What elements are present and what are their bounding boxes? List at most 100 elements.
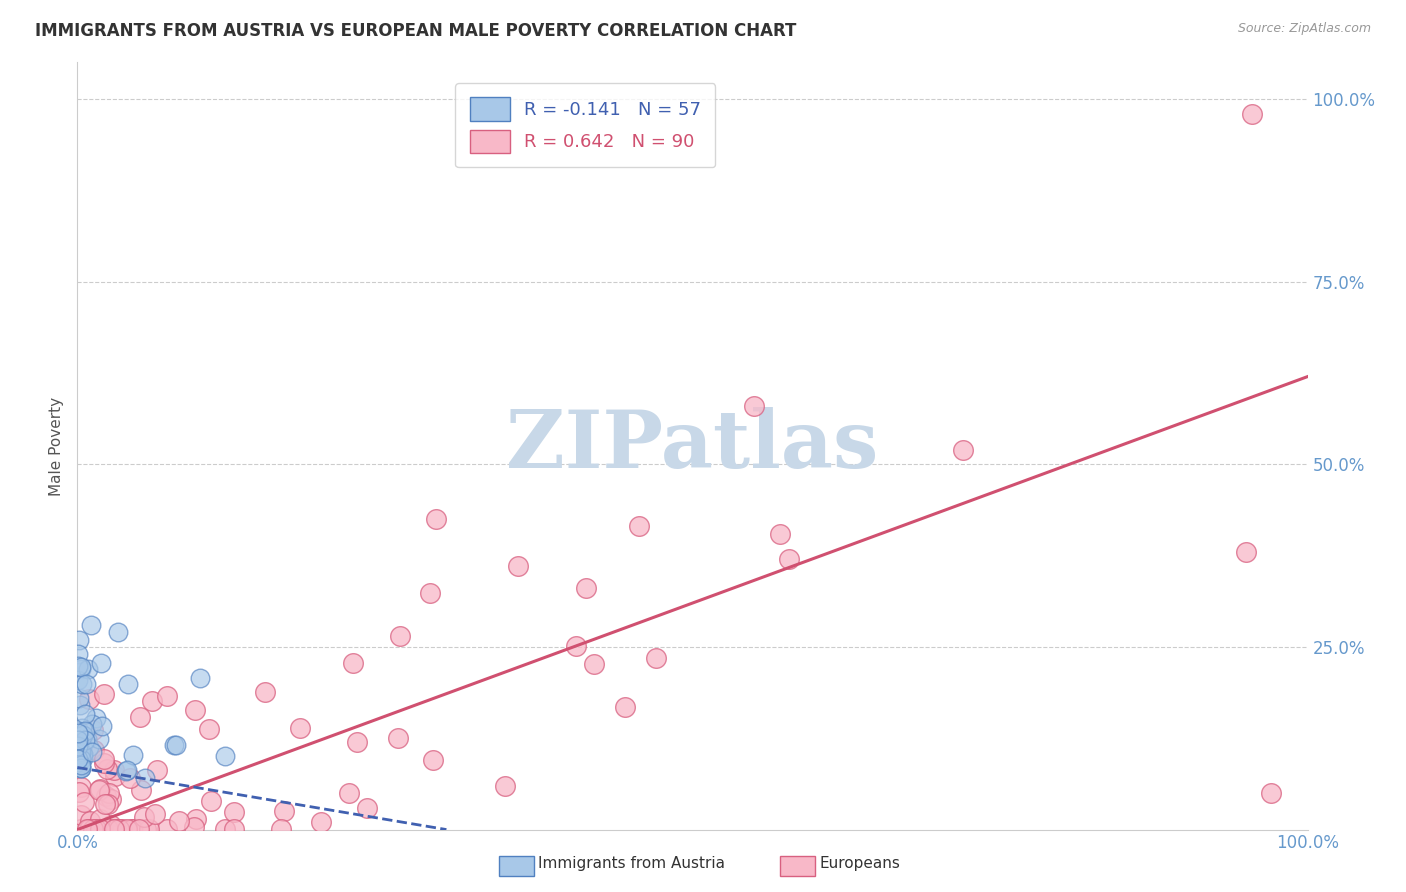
Point xyxy=(70,659,93,673)
Point xyxy=(69,745,91,759)
Point xyxy=(82,822,104,836)
Point xyxy=(121,747,143,762)
Point xyxy=(628,519,651,533)
Point xyxy=(356,801,378,815)
Point xyxy=(156,822,179,836)
Point xyxy=(76,732,98,747)
Point xyxy=(93,797,115,811)
Point xyxy=(132,810,155,824)
Point xyxy=(70,780,93,794)
Point xyxy=(70,721,93,735)
Point xyxy=(952,442,974,457)
Point xyxy=(222,805,245,820)
Point xyxy=(89,822,111,836)
Point xyxy=(575,582,598,596)
Point xyxy=(104,769,127,783)
Point xyxy=(97,797,120,811)
Point xyxy=(1260,786,1282,800)
Point xyxy=(90,719,114,733)
Point xyxy=(67,658,90,673)
Point xyxy=(67,723,90,738)
Point xyxy=(143,807,166,822)
Point xyxy=(108,822,131,836)
Point xyxy=(388,629,411,643)
Point xyxy=(100,818,122,832)
Point xyxy=(69,698,91,712)
Point xyxy=(66,736,89,750)
Text: IMMIGRANTS FROM AUSTRIA VS EUROPEAN MALE POVERTY CORRELATION CHART: IMMIGRANTS FROM AUSTRIA VS EUROPEAN MALE… xyxy=(35,22,797,40)
Point xyxy=(129,782,152,797)
Point xyxy=(614,700,637,714)
Point xyxy=(72,738,94,752)
Point xyxy=(66,673,89,687)
Point xyxy=(84,711,107,725)
Point xyxy=(67,690,90,705)
Point xyxy=(89,812,111,826)
Point xyxy=(70,761,93,775)
Point xyxy=(93,687,115,701)
Point xyxy=(118,771,141,785)
Point xyxy=(69,662,91,676)
Point xyxy=(73,795,96,809)
Point xyxy=(69,808,91,822)
Point xyxy=(87,732,110,747)
Point xyxy=(778,551,800,566)
Point xyxy=(69,756,91,771)
Point xyxy=(184,813,207,827)
Point xyxy=(97,822,120,836)
Point xyxy=(87,783,110,797)
Point xyxy=(98,786,121,800)
Point xyxy=(82,745,104,759)
Point xyxy=(70,758,93,772)
Point xyxy=(114,764,136,778)
Point xyxy=(72,751,94,765)
Point xyxy=(769,527,792,541)
Point xyxy=(73,724,96,739)
Point xyxy=(122,822,145,836)
Point xyxy=(115,763,138,777)
Point xyxy=(103,764,125,778)
Point xyxy=(79,740,101,755)
Point xyxy=(494,779,516,793)
Point xyxy=(72,728,94,742)
Point xyxy=(115,822,138,836)
Point xyxy=(156,689,179,703)
Point xyxy=(141,694,163,708)
Point xyxy=(583,657,606,671)
Point xyxy=(66,647,89,661)
Point xyxy=(288,721,311,735)
Point xyxy=(77,662,100,676)
Legend: R = -0.141   N = 57, R = 0.642   N = 90: R = -0.141 N = 57, R = 0.642 N = 90 xyxy=(456,83,716,168)
Point xyxy=(254,685,277,699)
Point xyxy=(128,822,150,836)
Point xyxy=(214,822,236,836)
Point xyxy=(96,762,118,776)
Point xyxy=(67,742,90,756)
Point xyxy=(66,726,89,740)
Point xyxy=(309,815,332,830)
Point xyxy=(565,639,588,653)
Point xyxy=(67,785,90,799)
Point xyxy=(1241,106,1264,120)
Point xyxy=(162,738,184,752)
Point xyxy=(184,703,207,717)
Y-axis label: Male Poverty: Male Poverty xyxy=(49,396,65,496)
Point xyxy=(66,751,89,765)
Point xyxy=(84,822,107,836)
Point xyxy=(67,755,90,769)
Point xyxy=(69,760,91,774)
Text: ZIPatlas: ZIPatlas xyxy=(506,407,879,485)
Point xyxy=(146,763,169,777)
Point xyxy=(83,743,105,757)
Point xyxy=(90,657,112,671)
Point xyxy=(73,732,96,747)
Point xyxy=(77,822,100,836)
Text: Source: ZipAtlas.com: Source: ZipAtlas.com xyxy=(1237,22,1371,36)
Point xyxy=(198,722,221,736)
Point xyxy=(69,747,91,761)
Point xyxy=(165,738,187,752)
Point xyxy=(117,676,139,690)
Point xyxy=(121,822,143,836)
Point xyxy=(111,822,134,836)
Point xyxy=(1234,545,1257,559)
